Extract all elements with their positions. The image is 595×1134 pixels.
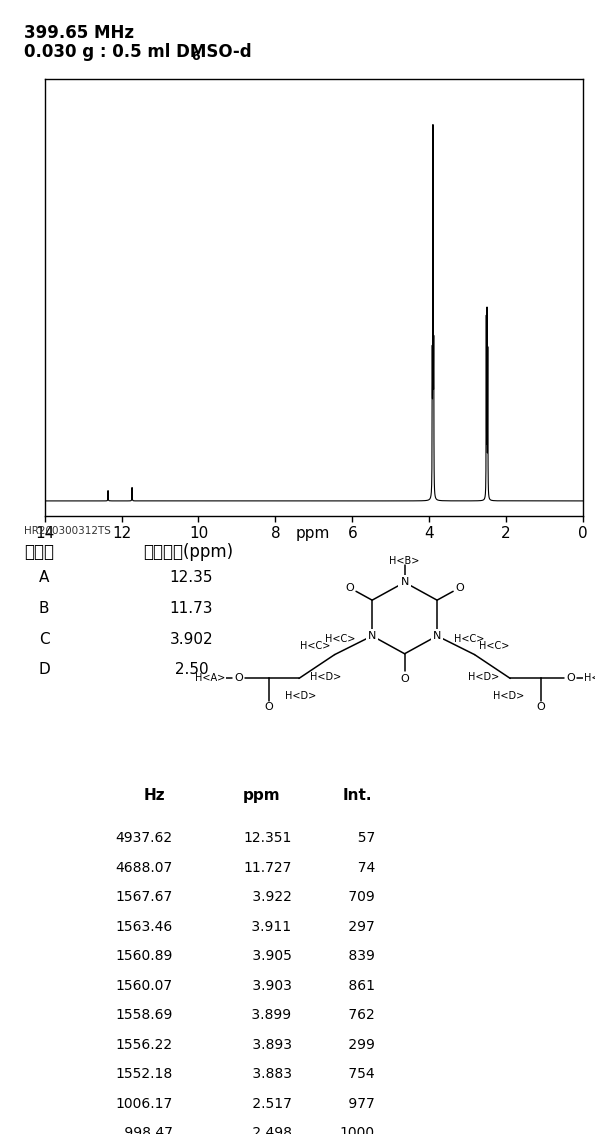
Text: 839: 839: [344, 949, 375, 963]
Text: 762: 762: [344, 1008, 375, 1022]
Text: 998.47: 998.47: [120, 1126, 173, 1134]
Text: 12.351: 12.351: [243, 831, 292, 845]
Text: 1000: 1000: [340, 1126, 375, 1134]
Text: H<A>: H<A>: [584, 674, 595, 684]
Text: D: D: [39, 662, 51, 677]
Text: H<C>: H<C>: [325, 634, 355, 644]
Text: 399.65 MHz: 399.65 MHz: [24, 24, 134, 42]
Text: O: O: [264, 702, 273, 712]
Text: Int.: Int.: [342, 788, 372, 803]
Text: H<D>: H<D>: [309, 671, 341, 682]
Text: 4937.62: 4937.62: [115, 831, 173, 845]
Text: 6: 6: [192, 50, 200, 64]
Text: 299: 299: [344, 1038, 375, 1051]
Text: N: N: [368, 631, 376, 641]
Text: 1006.17: 1006.17: [115, 1097, 173, 1110]
Text: O: O: [566, 674, 575, 684]
Text: 2.498: 2.498: [248, 1126, 292, 1134]
Text: 11.73: 11.73: [170, 601, 213, 616]
Text: 74: 74: [349, 861, 375, 874]
Text: H<D>: H<D>: [493, 691, 524, 701]
Text: 3.902: 3.902: [170, 632, 213, 646]
Text: 11.727: 11.727: [243, 861, 292, 874]
Text: 2.50: 2.50: [170, 662, 208, 677]
Text: C: C: [39, 632, 49, 646]
Text: N: N: [433, 631, 441, 641]
Text: N: N: [400, 577, 409, 587]
Text: 1563.46: 1563.46: [115, 920, 173, 933]
Text: 4688.07: 4688.07: [115, 861, 173, 874]
Text: A: A: [39, 570, 49, 585]
Text: 977: 977: [344, 1097, 375, 1110]
Text: H<C>: H<C>: [479, 641, 509, 651]
Text: 754: 754: [345, 1067, 375, 1081]
Text: ppm: ppm: [243, 788, 281, 803]
Text: 297: 297: [344, 920, 375, 933]
Text: Hz: Hz: [144, 788, 165, 803]
Text: O: O: [536, 702, 545, 712]
Text: 1556.22: 1556.22: [115, 1038, 173, 1051]
Text: 3.922: 3.922: [248, 890, 292, 904]
Text: 1558.69: 1558.69: [115, 1008, 173, 1022]
Text: 12.35: 12.35: [170, 570, 213, 585]
Text: HR200300312TS: HR200300312TS: [24, 526, 111, 536]
Text: H<D>: H<D>: [468, 671, 500, 682]
Text: 化学位移(ppm): 化学位移(ppm): [143, 543, 233, 561]
Text: 3.903: 3.903: [248, 979, 292, 992]
Text: 861: 861: [344, 979, 375, 992]
Text: 57: 57: [349, 831, 375, 845]
Text: 3.893: 3.893: [248, 1038, 292, 1051]
Text: H<A>: H<A>: [195, 674, 225, 684]
Text: 3.911: 3.911: [248, 920, 292, 933]
Text: O: O: [234, 674, 243, 684]
Text: H<C>: H<C>: [300, 641, 330, 651]
Text: O: O: [345, 583, 353, 593]
Text: 1567.67: 1567.67: [115, 890, 173, 904]
Text: 标记氢: 标记氢: [24, 543, 54, 561]
Text: H<C>: H<C>: [454, 634, 484, 644]
Text: 0.030 g : 0.5 ml DMSO-d: 0.030 g : 0.5 ml DMSO-d: [24, 43, 252, 61]
Text: H<B>: H<B>: [389, 556, 420, 566]
Text: 2.517: 2.517: [248, 1097, 292, 1110]
Text: O: O: [400, 674, 409, 684]
Text: ppm: ppm: [295, 526, 330, 541]
Text: 3.899: 3.899: [248, 1008, 292, 1022]
Text: 3.883: 3.883: [248, 1067, 292, 1081]
Text: H<D>: H<D>: [285, 691, 317, 701]
Text: 709: 709: [344, 890, 375, 904]
Text: 3.905: 3.905: [248, 949, 292, 963]
Text: O: O: [456, 583, 464, 593]
Text: B: B: [39, 601, 49, 616]
Text: 1560.89: 1560.89: [115, 949, 173, 963]
Text: 1552.18: 1552.18: [115, 1067, 173, 1081]
Text: 1560.07: 1560.07: [115, 979, 173, 992]
